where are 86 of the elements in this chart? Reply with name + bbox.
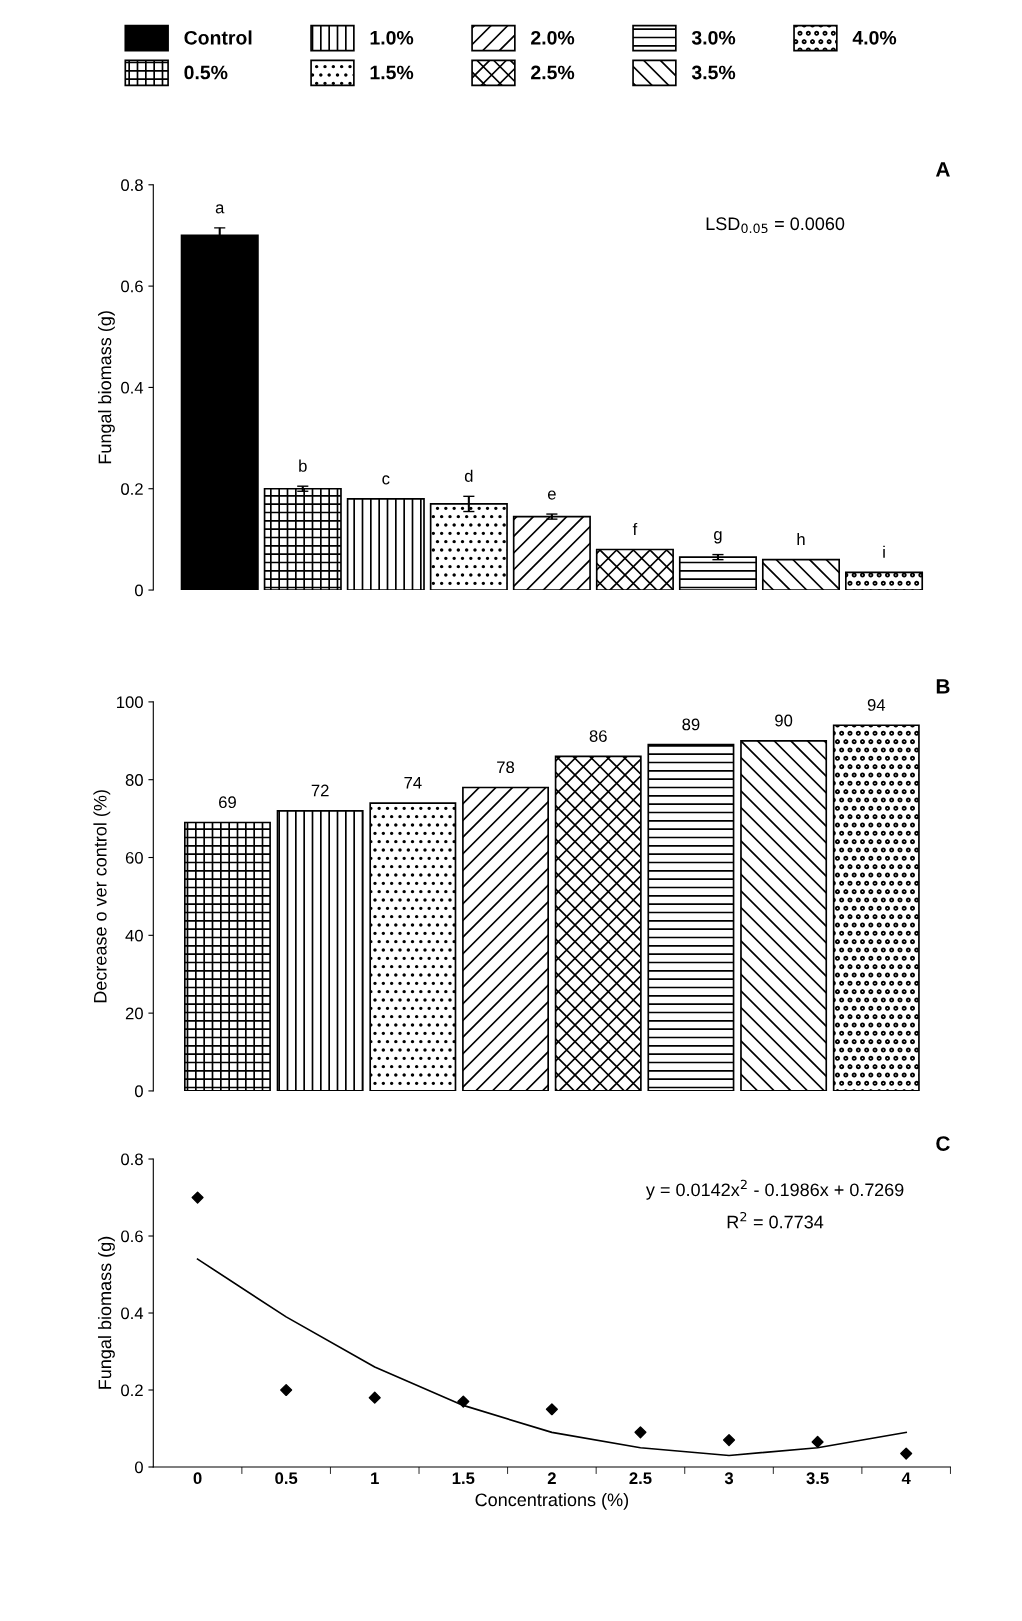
data-label: f bbox=[632, 522, 638, 535]
y-axis-title: Decrease o ver control (%) bbox=[93, 790, 111, 1003]
y-tick-label: 60 bbox=[125, 851, 143, 864]
x-tick-label: 1 bbox=[371, 1472, 379, 1484]
bar bbox=[512, 515, 591, 591]
bar bbox=[183, 821, 271, 1091]
bar bbox=[369, 802, 457, 1091]
data-label: d bbox=[464, 469, 473, 482]
y-tick-label: 80 bbox=[125, 774, 143, 786]
data-label: c bbox=[382, 475, 390, 485]
bar bbox=[276, 809, 364, 1091]
bar bbox=[740, 739, 828, 1091]
data-label: a bbox=[215, 204, 225, 214]
data-label: 78 bbox=[497, 761, 515, 774]
y-tick-label: 0 bbox=[134, 1461, 143, 1474]
y-tick-label: 0.4 bbox=[121, 381, 144, 394]
data-label: e bbox=[547, 490, 556, 500]
legend-label: 4.0% bbox=[852, 30, 897, 45]
legend-label: 3.5% bbox=[691, 65, 736, 80]
bar bbox=[647, 743, 735, 1091]
y-tick-label: 0 bbox=[134, 1085, 143, 1098]
x-tick-label: 4 bbox=[901, 1472, 911, 1484]
x-tick-label: 2.5 bbox=[629, 1472, 652, 1485]
point bbox=[457, 1395, 470, 1408]
y-tick-label: 100 bbox=[117, 696, 143, 709]
point bbox=[368, 1391, 381, 1404]
legend-label: 3.0% bbox=[691, 30, 736, 45]
data-label: h bbox=[797, 533, 805, 546]
chart-title: A bbox=[935, 162, 950, 177]
annotation: y = 0.0142x$^{2}$ - 0.1986x + 0.7269 bbox=[645, 1179, 904, 1200]
x-tick-label: 0.5 bbox=[275, 1472, 298, 1485]
legend-label: 0.5% bbox=[184, 65, 228, 80]
point bbox=[634, 1426, 647, 1439]
data-label: 86 bbox=[589, 730, 607, 742]
bar bbox=[462, 786, 550, 1091]
point bbox=[280, 1383, 293, 1397]
data-label: b bbox=[299, 459, 307, 472]
y-tick-label: 0.6 bbox=[121, 1230, 143, 1243]
y-axis-title: Fungal biomass (g) bbox=[98, 1236, 115, 1389]
data-label: 74 bbox=[404, 777, 422, 789]
bar bbox=[678, 556, 757, 591]
x-tick-label: 3.5 bbox=[806, 1472, 829, 1485]
y-tick-label: 20 bbox=[125, 1007, 143, 1020]
data-label: 69 bbox=[219, 796, 236, 809]
chart-title: B bbox=[936, 679, 950, 694]
y-tick-label: 0 bbox=[134, 584, 143, 597]
legend-label: 2.5% bbox=[531, 65, 575, 80]
point bbox=[722, 1433, 736, 1447]
y-tick-label: 0.2 bbox=[121, 1384, 143, 1397]
point bbox=[545, 1403, 558, 1416]
x-tick-label: 2 bbox=[547, 1472, 556, 1484]
annotation: R$^{2}$ = 0.7734 bbox=[727, 1211, 824, 1229]
legend-label: 1.0% bbox=[370, 30, 414, 45]
bar bbox=[844, 571, 924, 591]
x-axis-title: Concentrations (%) bbox=[475, 1492, 629, 1510]
y-tick-label: 0.2 bbox=[121, 483, 143, 495]
point bbox=[191, 1191, 204, 1204]
y-tick-label: 0.8 bbox=[121, 1153, 143, 1166]
x-tick-label: 3 bbox=[724, 1472, 734, 1485]
y-axis-title: Fungal biomass (g) bbox=[98, 311, 115, 464]
legend-label: 1.5% bbox=[370, 65, 414, 80]
bar bbox=[761, 558, 841, 591]
data-label: 72 bbox=[311, 784, 329, 797]
legend-label: Control bbox=[184, 30, 252, 45]
point bbox=[900, 1447, 913, 1460]
y-tick-label: 0.6 bbox=[121, 280, 143, 293]
legend-label: 2.0% bbox=[531, 30, 575, 45]
bar bbox=[554, 755, 642, 1091]
x-tick-label: 0 bbox=[193, 1472, 202, 1485]
y-tick-label: 40 bbox=[125, 929, 143, 942]
data-label: 89 bbox=[682, 718, 700, 731]
data-label: g bbox=[714, 531, 722, 544]
bar bbox=[263, 487, 342, 591]
bar bbox=[346, 498, 425, 591]
point bbox=[811, 1435, 824, 1449]
annotation: LSD$_{0.05}$ = 0.0060 bbox=[706, 217, 845, 234]
chart-title: C bbox=[936, 1136, 950, 1151]
line-series bbox=[196, 1258, 908, 1457]
data-label: i bbox=[883, 545, 885, 558]
y-tick-label: 0.8 bbox=[121, 179, 143, 191]
y-tick-label: 0.4 bbox=[121, 1307, 144, 1320]
bar bbox=[832, 724, 920, 1091]
x-tick-label: 1.5 bbox=[452, 1472, 475, 1485]
data-label: 90 bbox=[775, 714, 793, 727]
data-label: 94 bbox=[867, 699, 886, 711]
bar bbox=[595, 548, 674, 591]
